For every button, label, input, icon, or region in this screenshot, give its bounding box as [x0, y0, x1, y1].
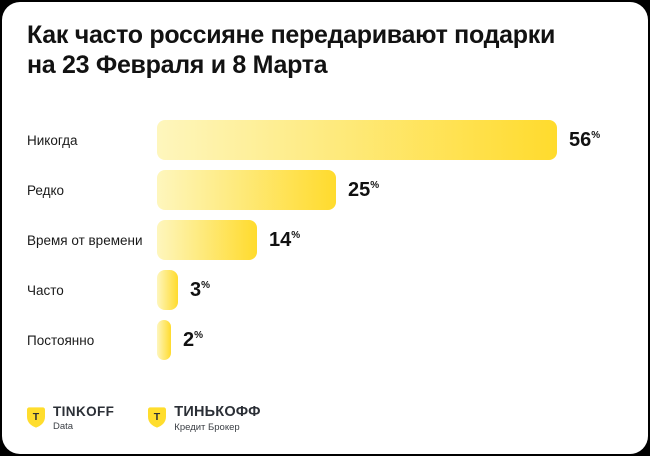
category-label: Никогда	[27, 132, 78, 148]
logo-subtitle: Кредит Брокер	[174, 422, 240, 434]
bar	[157, 320, 171, 360]
footer-logos: Т TINKOFF Data Т ТИНЬКОФФ Кредит Брокер	[27, 404, 261, 434]
tinkoff-data-logo-text: TINKOFF Data	[53, 404, 115, 433]
tinkoff-shield-icon: Т	[27, 407, 45, 428]
category-label: Редко	[27, 182, 65, 198]
chart-title-line1: Как часто россияне передаривают подарки	[27, 21, 556, 49]
shield-letter: Т	[154, 411, 161, 423]
tinkoff-data-logo: Т TINKOFF Data	[27, 404, 115, 433]
chart-row: Никогда 56%	[27, 115, 627, 165]
bar	[157, 220, 257, 260]
category-label: Время от времени	[27, 232, 143, 248]
tinkoff-credit-broker-logo-text: ТИНЬКОФФ Кредит Брокер	[174, 404, 261, 434]
shield-letter: Т	[33, 411, 40, 423]
chart-row: Постоянно 2%	[27, 315, 627, 365]
chart-title: Как часто россияне передаривают подарки …	[27, 20, 555, 80]
bar-chart: Никогда 56% Редко 25% Время от времени 14% Час…	[27, 115, 627, 365]
chart-row: Время от времени 14%	[27, 215, 627, 265]
value-label: 2%	[183, 329, 204, 351]
category-label: Постоянно	[27, 332, 95, 348]
logo-name: TINKOFF	[53, 404, 115, 419]
category-label: Часто	[27, 282, 64, 298]
value-label: 3%	[190, 279, 211, 301]
tinkoff-shield-icon: Т	[148, 407, 167, 428]
bar	[157, 120, 557, 160]
logo-subtitle: Data	[53, 421, 74, 433]
chart-row: Редко 25%	[27, 165, 627, 215]
value-label: 56%	[569, 129, 601, 151]
chart-title-line2: на 23 Февраля и 8 Марта	[27, 51, 328, 79]
value-label: 25%	[348, 179, 380, 201]
chart-row: Часто 3%	[27, 265, 627, 315]
bar	[157, 270, 178, 310]
tinkoff-credit-broker-logo: Т ТИНЬКОФФ Кредит Брокер	[148, 404, 261, 434]
bar	[157, 170, 336, 210]
value-label: 14%	[269, 229, 301, 251]
logo-name: ТИНЬКОФФ	[174, 404, 261, 420]
